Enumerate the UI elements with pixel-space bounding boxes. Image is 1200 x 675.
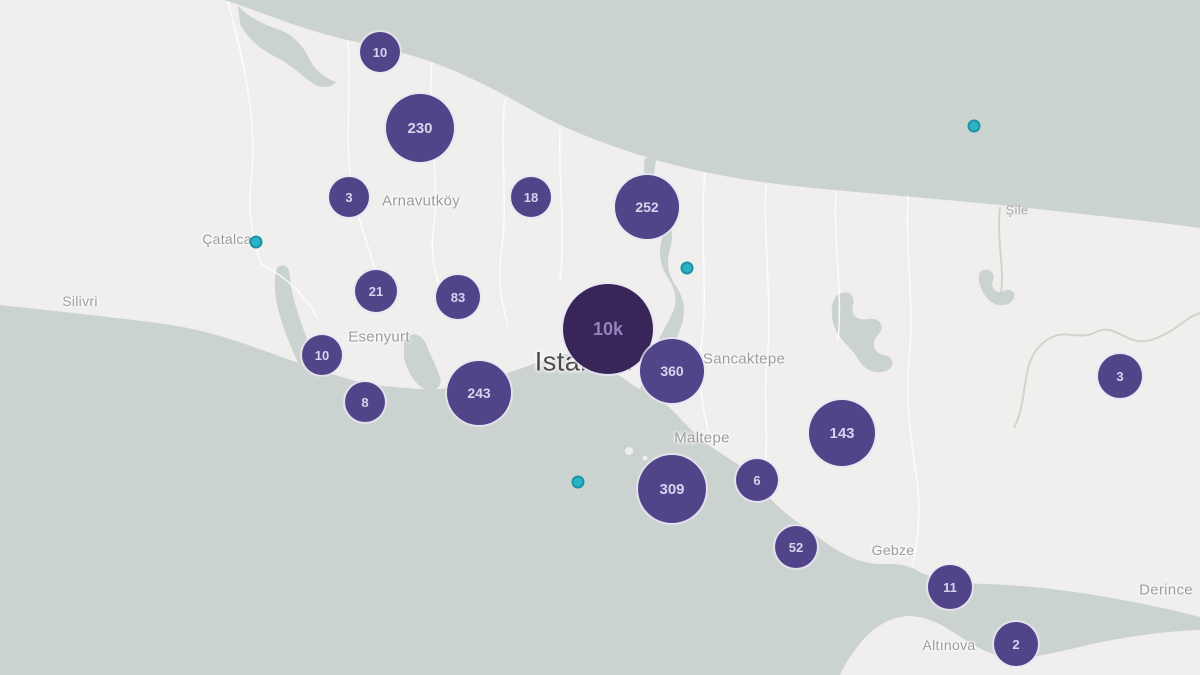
cluster-count: 11 <box>943 579 957 595</box>
cluster-count: 10k <box>592 318 624 339</box>
place-label: Arnavutköy <box>381 192 461 210</box>
cluster-count: 83 <box>450 289 466 305</box>
place-label: Şile <box>1005 202 1029 218</box>
cluster-count: 230 <box>407 119 433 137</box>
cluster-count: 252 <box>635 199 659 215</box>
cluster-bubble[interactable]: 11 <box>928 565 972 609</box>
black-sea <box>225 0 1200 228</box>
place-label: Altınova <box>922 637 976 653</box>
small-reservoir <box>978 269 1015 306</box>
cluster-bubble[interactable]: 3 <box>1098 354 1142 398</box>
marmara-sea <box>0 305 1200 675</box>
cluster-count: 10 <box>372 44 388 60</box>
cluster-count: 309 <box>659 480 685 498</box>
cluster-bubble[interactable]: 230 <box>386 94 454 162</box>
terkos-lake <box>238 6 336 88</box>
point-marker[interactable] <box>571 475 585 489</box>
cluster-bubble[interactable]: 21 <box>355 270 397 312</box>
cluster-count: 6 <box>753 472 761 488</box>
omerli-reservoir <box>831 292 893 373</box>
cluster-bubble[interactable]: 252 <box>615 175 679 239</box>
cluster-bubble[interactable]: 52 <box>775 526 817 568</box>
cluster-bubble[interactable]: 10 <box>302 335 342 375</box>
cluster-bubble[interactable]: 360 <box>640 339 704 403</box>
cluster-count: 2 <box>1012 636 1020 652</box>
kucukcekmece-lake <box>404 334 441 391</box>
cluster-bubble[interactable]: 3 <box>329 177 369 217</box>
cluster-count: 8 <box>361 394 369 410</box>
cluster-count: 143 <box>829 424 855 442</box>
cluster-count: 10 <box>314 347 330 363</box>
cluster-bubble[interactable]: 143 <box>809 400 875 466</box>
place-label: Sancaktepe <box>702 350 786 368</box>
cluster-count: 3 <box>1116 368 1124 384</box>
island <box>625 447 633 455</box>
cluster-bubble[interactable]: 18 <box>511 177 551 217</box>
cluster-bubble[interactable]: 6 <box>736 459 778 501</box>
place-label: Derince <box>1139 581 1193 599</box>
cluster-bubble[interactable]: 10k <box>563 284 653 374</box>
cluster-bubble[interactable]: 243 <box>447 361 511 425</box>
place-label: Gebze <box>871 542 915 558</box>
point-marker[interactable] <box>249 235 263 249</box>
cluster-count: 243 <box>467 385 491 401</box>
island-small <box>642 455 648 461</box>
cluster-bubble[interactable]: 83 <box>436 275 480 319</box>
place-label: Silivri <box>62 293 98 309</box>
point-marker[interactable] <box>967 119 981 133</box>
cluster-count: 3 <box>345 189 353 205</box>
place-label: Esenyurt <box>348 328 410 346</box>
place-label: Maltepe <box>674 429 730 447</box>
cluster-bubble[interactable]: 309 <box>638 455 706 523</box>
cluster-bubble[interactable]: 2 <box>994 622 1038 666</box>
cluster-count: 21 <box>368 283 384 299</box>
cluster-bubble[interactable]: 8 <box>345 382 385 422</box>
place-label: Çatalca <box>202 231 252 247</box>
province-border <box>998 206 1200 429</box>
cluster-count: 52 <box>788 539 804 555</box>
cluster-count: 360 <box>660 363 684 379</box>
bosphorus-strait <box>640 157 684 396</box>
point-marker[interactable] <box>680 261 694 275</box>
cluster-bubble[interactable]: 10 <box>360 32 400 72</box>
cluster-count: 18 <box>523 189 539 205</box>
